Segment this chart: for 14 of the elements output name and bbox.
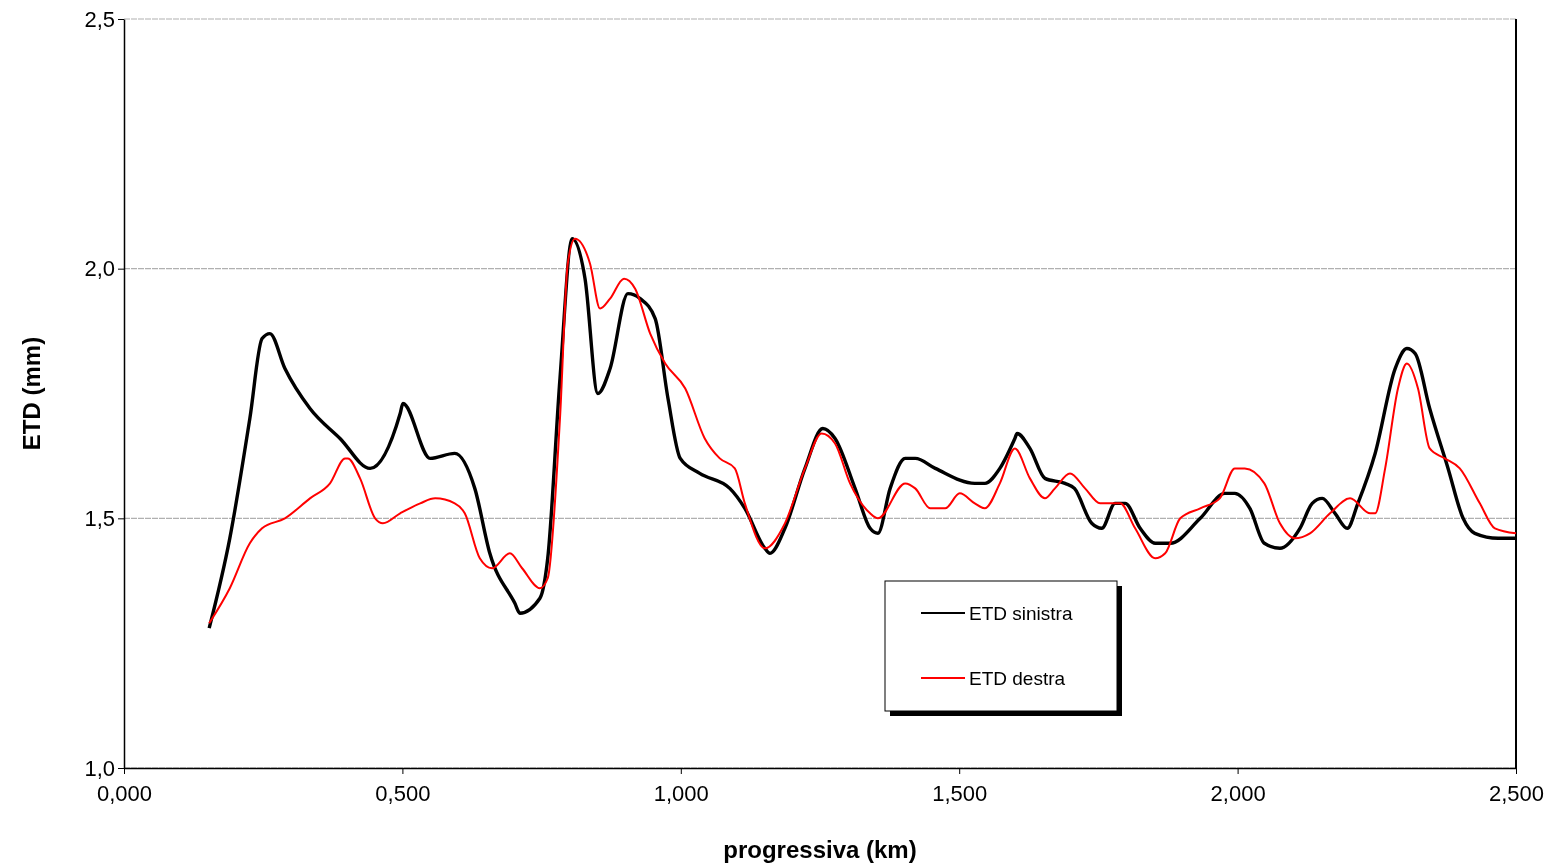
y-tick-label: 2,5 <box>84 6 115 32</box>
legend-label: ETD sinistra <box>969 603 1073 624</box>
x-tick-label: 0,500 <box>375 781 431 807</box>
y-tick-label: 1,5 <box>84 505 115 531</box>
x-tick-label: 2,000 <box>1210 781 1266 807</box>
x-tick-label: 2,500 <box>1488 781 1545 807</box>
y-tick-label: 1,0 <box>84 755 115 781</box>
x-tick-label: 1,500 <box>932 781 988 807</box>
y-axis-title: ETD (mm) <box>18 336 45 451</box>
x-tick-label: 1,000 <box>653 781 709 807</box>
x-tick-label: 0,000 <box>96 781 153 807</box>
x-axis-title: progressiva (km) <box>723 836 917 863</box>
y-tick-label: 2,0 <box>84 256 115 282</box>
legend-label: ETD destra <box>969 668 1066 689</box>
